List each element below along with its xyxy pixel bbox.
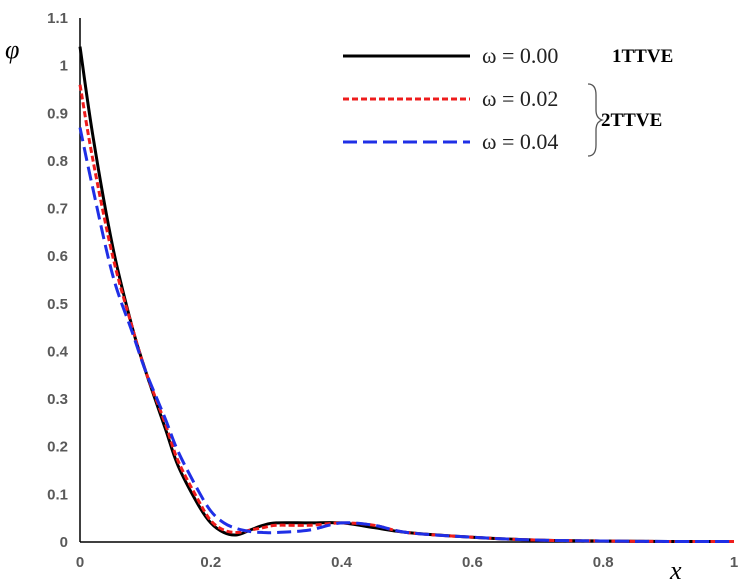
y-axis-label: φ [5,35,19,64]
x-tick-label: 0.4 [331,554,353,571]
legend: ω = 0.00 1TTVE ω = 0.02 ω = 0.04 2TTVE [343,43,673,157]
x-tick-label: 0.6 [462,554,483,571]
series-layer [78,46,735,544]
y-tick-label: 0 [60,534,68,551]
y-tick-label: 0.2 [47,439,68,456]
legend-label-series-1: ω = 0.00 [482,43,558,68]
series-line-3 [78,127,735,544]
x-tick-label: 0.8 [593,554,614,571]
x-tick-label: 1 [730,554,738,571]
y-tick-label: 0.1 [47,486,68,503]
legend-group-1ttve: 1TTVE [612,46,673,67]
legend-label-series-3: ω = 0.04 [482,129,558,154]
y-tick-label: 0.6 [47,248,68,265]
legend-group-2ttve: 2TTVE [601,110,662,131]
y-tick-label: 0.7 [47,201,68,218]
y-tick-label: 0.9 [47,105,68,122]
y-tick-label: 0.3 [47,391,68,408]
x-tick-label: 0.2 [200,554,221,571]
y-tick-label: 1 [60,58,68,75]
x-tick-label: 0 [76,554,84,571]
x-tick-labels: 0 0.2 0.4 0.6 0.8 1 [76,554,738,571]
y-tick-label: 0.5 [47,296,68,313]
y-tick-label: 0.8 [47,153,68,170]
x-axis-label: x [669,556,682,580]
series-line-2 [78,84,735,544]
y-tick-labels: 0 0.1 0.2 0.3 0.4 0.5 0.6 0.7 0.8 0.9 1 1.1 [47,10,69,551]
legend-brace [587,83,605,157]
legend-label-series-2: ω = 0.02 [482,86,558,111]
y-tick-label: 1.1 [47,10,68,27]
y-tick-label: 0.4 [47,343,69,360]
